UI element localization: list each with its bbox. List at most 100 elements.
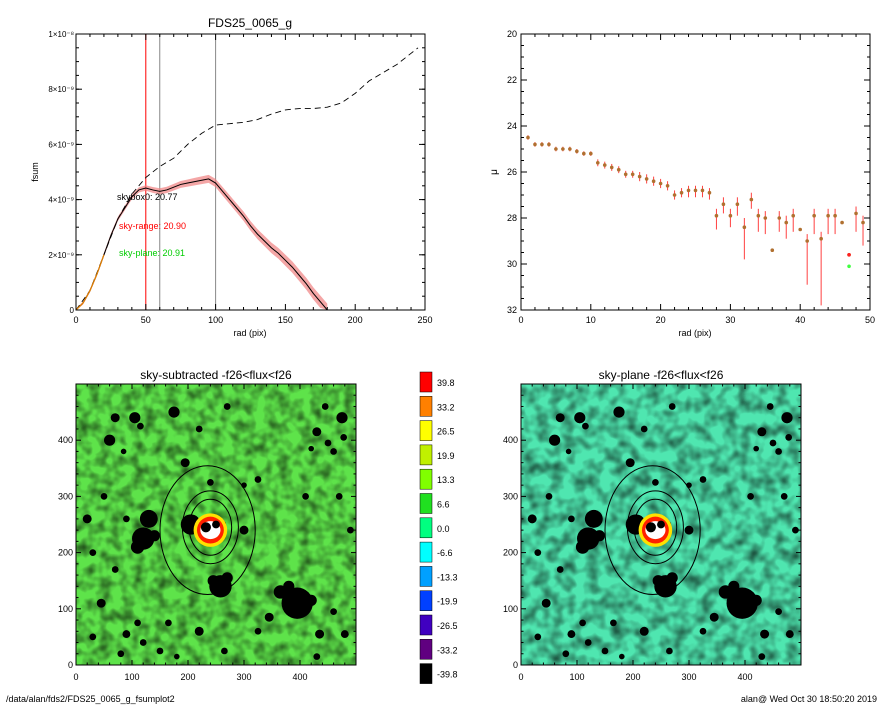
sky-plane-core xyxy=(638,513,673,547)
profile-error-band xyxy=(76,174,328,310)
colorbar-label: 33.2 xyxy=(437,402,455,412)
mask-blob xyxy=(308,445,315,452)
extra-marker xyxy=(847,253,851,257)
mask-blob xyxy=(82,514,92,524)
x-tick-label: 100 xyxy=(208,315,223,325)
profile-point xyxy=(582,151,586,156)
profile-point xyxy=(763,216,768,220)
profile-point xyxy=(609,165,614,170)
colorbar-swatch xyxy=(419,566,433,587)
mask-blob xyxy=(780,493,788,500)
mask-blob xyxy=(775,448,782,455)
profile-point xyxy=(742,225,747,229)
mask-blob xyxy=(120,448,127,455)
mask-blob xyxy=(684,525,694,535)
x-tick-label: 50 xyxy=(141,315,151,325)
x-tick-label: 100 xyxy=(569,672,584,682)
profile-point xyxy=(665,184,670,188)
x-tick-label: 0 xyxy=(73,672,78,682)
aperture-ellipse xyxy=(626,490,684,565)
mask-blob xyxy=(195,425,203,433)
profile-point xyxy=(826,213,830,218)
y-tick-label: 30 xyxy=(507,259,517,269)
profile-point xyxy=(735,202,740,206)
x-tick-label: 10 xyxy=(586,315,596,325)
mask-blob xyxy=(699,627,707,635)
x-tick-label: 0 xyxy=(518,672,523,682)
profile-point xyxy=(554,147,558,151)
growth-curve-axes: 0 50 100 150 200 250 0 2×10⁻⁹ 4×10⁻⁹ 6×10⁻⁹ 8×10⁻⁹… xyxy=(48,30,432,325)
colorbar-label: 19.9 xyxy=(437,451,455,461)
mask-blob xyxy=(130,540,145,554)
profile-point xyxy=(693,188,698,193)
mask-blob xyxy=(785,434,793,441)
mask-blob xyxy=(111,566,119,573)
mask-blob xyxy=(575,540,590,554)
mask-blob xyxy=(330,608,337,615)
profile-point xyxy=(658,181,663,186)
sky-plane-title: sky-plane -f26<flux<f26 xyxy=(599,368,724,382)
mask-blob xyxy=(652,478,659,486)
mask-blob xyxy=(207,478,214,486)
mask-blob xyxy=(165,619,172,627)
sky-plane-frame xyxy=(520,383,802,666)
mask-blob xyxy=(324,439,332,447)
footer-timestamp: alan@ Wed Oct 30 18:50:20 2019 xyxy=(740,694,877,704)
sky-subtracted-masks xyxy=(82,403,354,660)
x-tick-label: 50 xyxy=(865,315,875,325)
aperture-ellipse xyxy=(188,498,233,556)
colorbar-label: -39.8 xyxy=(437,670,458,680)
mask-blob xyxy=(156,647,164,655)
annotation-sky-plane: sky-plane: 20.91 xyxy=(119,248,185,258)
y-tick-label: 0 xyxy=(513,660,518,670)
mask-blob xyxy=(574,412,586,424)
colorbar-label: 6.6 xyxy=(437,500,450,510)
mask-blob xyxy=(148,530,160,542)
profile-point xyxy=(756,213,761,218)
x-tick-label: 30 xyxy=(725,315,735,325)
total-flux-dashed-line xyxy=(76,47,419,310)
mask-blob xyxy=(168,406,180,418)
mask-blob xyxy=(568,515,575,523)
profile-point xyxy=(840,220,844,225)
extra-marker xyxy=(847,264,851,269)
mask-blob xyxy=(652,575,664,587)
sky-subtracted-frame xyxy=(75,383,357,666)
mask-blob xyxy=(534,633,542,641)
surface-brightness-axes: 0 10 20 30 40 50 20 22 24 26 28 30 32 xyxy=(507,29,875,325)
profile-point xyxy=(533,142,537,147)
profile-point xyxy=(770,248,775,252)
mask-blob xyxy=(582,422,589,430)
profile-point xyxy=(812,213,816,218)
sky-subtracted-image xyxy=(76,384,356,665)
mask-blob xyxy=(785,630,794,639)
colorbar-swatch xyxy=(419,396,433,417)
mask-blob xyxy=(134,619,141,627)
y-tick-label: 1×10⁻⁸ xyxy=(48,30,74,39)
galaxy-core-mask xyxy=(645,522,656,533)
mask-blob xyxy=(579,619,586,627)
profile-point xyxy=(791,213,796,218)
mask-blob xyxy=(221,572,233,584)
profile-point xyxy=(749,197,754,202)
profile-point xyxy=(602,163,607,167)
mask-blob xyxy=(555,413,565,423)
mask-blob xyxy=(726,587,758,619)
mask-blob xyxy=(610,619,617,627)
profile-point xyxy=(700,188,705,193)
mask-blob xyxy=(180,458,190,468)
aperture-ellipse xyxy=(604,465,701,596)
mask-blob xyxy=(122,630,131,639)
profile-point xyxy=(721,202,726,206)
annotation-sky-range: sky-range: 20.90 xyxy=(119,221,186,231)
mask-blob xyxy=(534,549,542,556)
galaxy-core-mask xyxy=(657,520,665,529)
x-tick-label: 100 xyxy=(124,672,139,682)
colorbar-swatch xyxy=(419,541,433,563)
y-tick-label: 8×10⁻⁹ xyxy=(48,85,74,94)
x-tick-label: 20 xyxy=(656,315,666,325)
profile-point xyxy=(589,151,593,156)
mask-blob xyxy=(174,653,180,660)
colorbar: 39.8 33.2 26.5 19.9 13.3 6.6 0.0 -6.6 -13.3 -19.9… xyxy=(419,371,458,684)
x-tick-label: 400 xyxy=(292,672,307,682)
